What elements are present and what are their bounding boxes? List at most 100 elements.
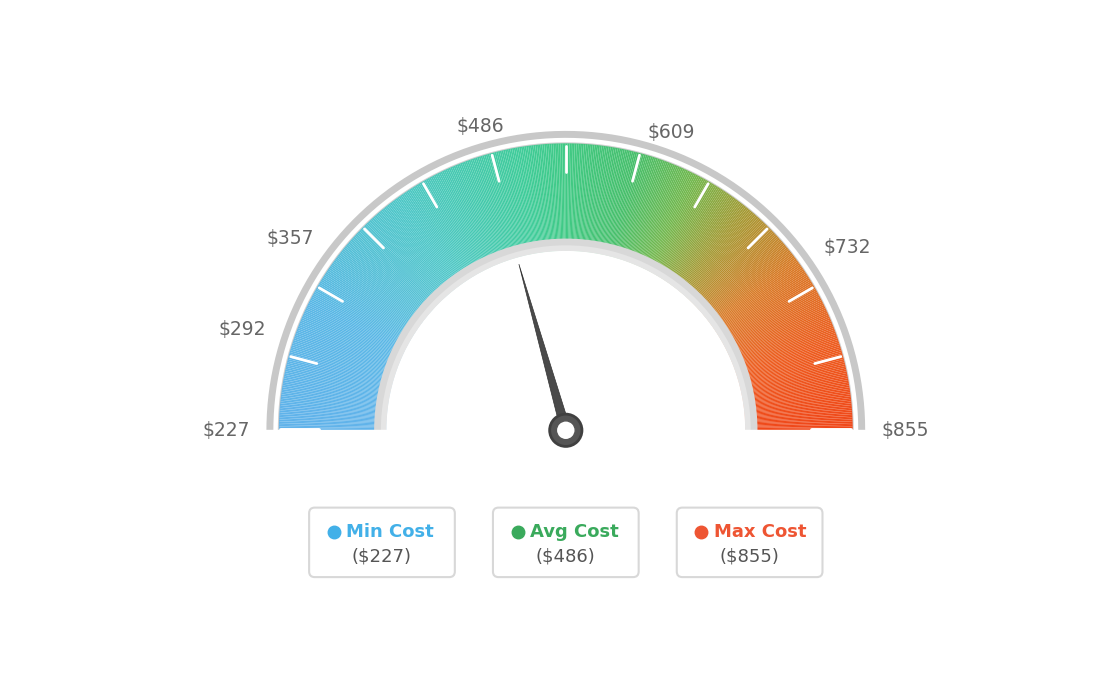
Wedge shape (282, 393, 388, 408)
Wedge shape (302, 315, 402, 359)
Wedge shape (634, 165, 677, 265)
Wedge shape (448, 168, 493, 266)
Wedge shape (279, 428, 386, 431)
Wedge shape (744, 407, 852, 417)
Wedge shape (696, 231, 774, 306)
Wedge shape (290, 347, 394, 380)
Wedge shape (461, 162, 502, 263)
Wedge shape (510, 148, 532, 255)
Wedge shape (370, 220, 444, 299)
Wedge shape (457, 164, 499, 264)
Wedge shape (411, 188, 469, 279)
Wedge shape (584, 145, 596, 252)
Wedge shape (363, 226, 439, 304)
Wedge shape (577, 144, 585, 251)
Wedge shape (349, 241, 432, 313)
Wedge shape (591, 146, 607, 253)
Wedge shape (393, 200, 458, 287)
Wedge shape (744, 393, 850, 408)
Wedge shape (582, 144, 593, 252)
Wedge shape (323, 275, 415, 334)
Wedge shape (569, 144, 571, 251)
Wedge shape (279, 423, 386, 427)
Wedge shape (482, 155, 514, 259)
Wedge shape (682, 212, 753, 294)
Wedge shape (713, 266, 803, 328)
Wedge shape (609, 152, 637, 257)
Wedge shape (450, 167, 495, 266)
Wedge shape (474, 158, 509, 260)
Wedge shape (689, 221, 764, 300)
Wedge shape (294, 337, 396, 373)
Wedge shape (575, 144, 582, 251)
Wedge shape (648, 175, 699, 272)
Wedge shape (492, 152, 521, 257)
Wedge shape (701, 242, 784, 313)
Wedge shape (745, 411, 852, 419)
Wedge shape (606, 150, 631, 256)
Wedge shape (649, 176, 701, 272)
Wedge shape (639, 168, 684, 267)
Wedge shape (745, 420, 852, 424)
Wedge shape (284, 375, 390, 397)
Wedge shape (357, 233, 436, 308)
Wedge shape (367, 222, 443, 301)
Wedge shape (635, 166, 678, 265)
Wedge shape (343, 248, 427, 317)
Wedge shape (744, 400, 851, 413)
Wedge shape (594, 147, 613, 253)
Wedge shape (320, 279, 413, 337)
Wedge shape (739, 352, 842, 382)
Text: Min Cost: Min Cost (347, 523, 434, 541)
Wedge shape (745, 425, 852, 428)
Wedge shape (595, 147, 614, 253)
Wedge shape (539, 144, 550, 252)
Wedge shape (328, 269, 417, 331)
FancyBboxPatch shape (493, 508, 638, 577)
Wedge shape (654, 179, 708, 274)
Wedge shape (681, 210, 752, 293)
Wedge shape (315, 290, 410, 344)
Text: $486: $486 (456, 117, 503, 135)
Wedge shape (603, 150, 627, 255)
Wedge shape (665, 191, 725, 282)
Wedge shape (296, 331, 397, 370)
Wedge shape (725, 300, 822, 350)
Wedge shape (351, 239, 432, 312)
Wedge shape (406, 191, 467, 282)
Wedge shape (464, 161, 503, 263)
Wedge shape (722, 290, 817, 344)
Wedge shape (418, 184, 475, 277)
Wedge shape (320, 281, 413, 338)
Wedge shape (565, 144, 567, 251)
Wedge shape (339, 253, 425, 320)
Wedge shape (280, 396, 388, 410)
Wedge shape (714, 269, 804, 331)
Wedge shape (376, 214, 448, 296)
Wedge shape (710, 260, 798, 325)
Wedge shape (279, 417, 386, 424)
Wedge shape (596, 148, 616, 254)
Wedge shape (627, 161, 667, 262)
Wedge shape (348, 242, 431, 313)
Circle shape (556, 421, 575, 440)
Wedge shape (702, 244, 785, 314)
Wedge shape (465, 161, 505, 262)
Wedge shape (283, 386, 389, 404)
Wedge shape (329, 266, 418, 328)
Wedge shape (628, 161, 668, 263)
Wedge shape (742, 378, 848, 399)
Wedge shape (495, 152, 522, 257)
Wedge shape (283, 384, 389, 402)
Wedge shape (491, 152, 520, 257)
Wedge shape (365, 224, 442, 302)
Wedge shape (322, 277, 414, 335)
Wedge shape (650, 177, 702, 273)
Wedge shape (734, 330, 835, 368)
Wedge shape (559, 144, 562, 251)
Wedge shape (473, 159, 508, 261)
Wedge shape (299, 323, 400, 364)
Wedge shape (438, 172, 487, 270)
Wedge shape (503, 150, 528, 255)
Wedge shape (385, 206, 454, 290)
